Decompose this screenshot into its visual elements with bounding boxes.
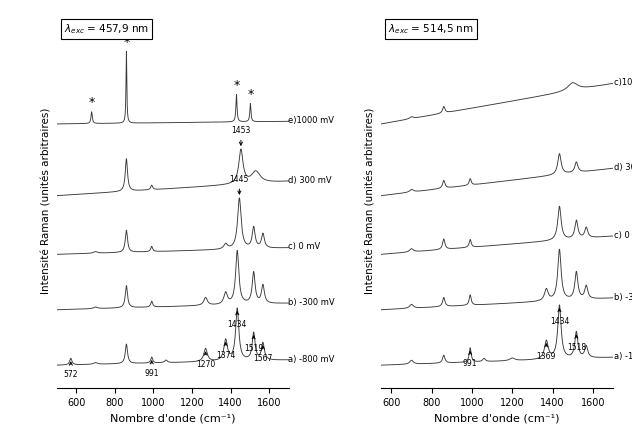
Text: 1270: 1270 [196,352,216,369]
Y-axis label: Intensité Raman (unités arbitraires): Intensité Raman (unités arbitraires) [366,107,376,294]
Text: $\lambda_{exc}$ = 514,5 nm: $\lambda_{exc}$ = 514,5 nm [388,23,474,36]
Text: d) 300 mV: d) 300 mV [288,176,331,185]
Text: d) 300 mV: d) 300 mV [614,163,632,172]
Text: 1445: 1445 [229,174,249,194]
Text: 1434: 1434 [228,312,247,329]
Text: *: * [233,79,240,92]
X-axis label: Nombre d'onde (cm⁻¹): Nombre d'onde (cm⁻¹) [110,413,236,423]
Text: c)1000 mV: c)1000 mV [614,78,632,87]
Text: b) -300 mV: b) -300 mV [288,298,334,307]
Text: 1374: 1374 [216,343,235,360]
Text: a) -800 mV: a) -800 mV [288,354,334,364]
Text: *: * [247,88,253,101]
Text: b) -300 mV: b) -300 mV [614,293,632,302]
Text: a) -1000 mV: a) -1000 mV [614,352,632,361]
Y-axis label: Intensité Raman (unités arbitraires): Intensité Raman (unités arbitraires) [41,107,51,294]
Text: 1369: 1369 [537,344,556,361]
Text: 1519: 1519 [244,336,264,353]
Text: 991: 991 [463,351,477,368]
Text: 1567: 1567 [253,346,272,363]
Text: 1434: 1434 [550,309,569,326]
Text: $\lambda_{exc}$ = 457,9 nm: $\lambda_{exc}$ = 457,9 nm [64,23,149,36]
Text: 991: 991 [145,361,159,378]
Text: c) 0 mV: c) 0 mV [288,242,320,252]
Text: e)1000 mV: e)1000 mV [288,116,334,125]
Text: *: * [88,96,95,109]
Text: 1518: 1518 [567,335,586,352]
X-axis label: Nombre d'onde (cm⁻¹): Nombre d'onde (cm⁻¹) [434,413,560,423]
Text: 572: 572 [64,362,78,379]
Text: 1453: 1453 [231,126,251,145]
Text: *: * [123,36,130,49]
Text: c) 0 mV: c) 0 mV [614,231,632,240]
